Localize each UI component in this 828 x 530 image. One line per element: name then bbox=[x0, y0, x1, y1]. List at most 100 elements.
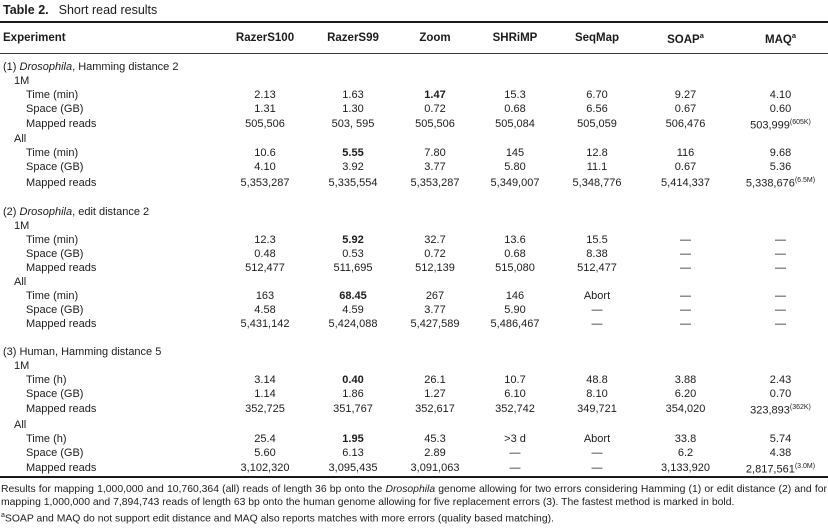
section-title-row: (3) Human, Hamming distance 5 bbox=[0, 345, 828, 359]
data-cell: 349,721 bbox=[577, 403, 617, 416]
text-run: genome allowing for two errors consideri… bbox=[1, 484, 827, 509]
column-header-soap: SOAPa bbox=[638, 22, 733, 54]
row-label: Time (min) bbox=[26, 88, 79, 101]
table-row: Mapped reads 512,477 511,695 512,139 515,080… bbox=[0, 261, 828, 275]
section-spacer-cell bbox=[0, 191, 828, 205]
data-cell: — bbox=[591, 304, 603, 317]
column-header-maq: MAQa bbox=[733, 22, 828, 54]
data-cell: 2.89 bbox=[424, 446, 446, 459]
data-cell: 503,999(605K) bbox=[733, 116, 828, 133]
data-cell: 6.13 bbox=[342, 446, 364, 459]
data-cell: >3 d bbox=[504, 432, 526, 445]
text-run: (1) bbox=[3, 60, 20, 73]
table-caption-label: Table 2. bbox=[3, 3, 49, 17]
table-footnotes: Results for mapping 1,000,000 and 10,760… bbox=[0, 483, 828, 525]
table-row: Space (GB) 4.58 4.59 3.77 5.90 — — — bbox=[0, 303, 828, 317]
data-cell: 3.77 bbox=[424, 304, 446, 317]
data-cell: 10.7 bbox=[504, 374, 526, 387]
column-header-superscript: a bbox=[791, 31, 796, 40]
data-cell: 1.47 bbox=[396, 88, 474, 102]
data-cell: 5,424,088 bbox=[328, 318, 378, 331]
data-cell: 0.72 bbox=[424, 248, 446, 261]
data-cell: 4.38 bbox=[769, 446, 792, 459]
table-row: Mapped reads 3,102,320 3,095,435 3,091,063 —… bbox=[0, 460, 828, 478]
data-cell: 6.10 bbox=[504, 388, 526, 401]
table-row: Time (h) 25.4 1.95 45.3 >3 d Abort 33.8 5.74 bbox=[0, 432, 828, 446]
fastest-value: 5.92 bbox=[342, 234, 364, 247]
row-label: Time (min) bbox=[26, 234, 79, 247]
table-caption: Table 2. Short read results bbox=[0, 0, 828, 21]
data-cell: 3,102,320 bbox=[240, 462, 290, 475]
data-cell: 3,095,435 bbox=[328, 462, 378, 475]
table-row: Mapped reads 5,353,287 5,335,554 5,353,287 5… bbox=[0, 174, 828, 191]
section-spacer bbox=[0, 331, 828, 345]
data-cell: 5,486,467 bbox=[490, 318, 540, 331]
data-cell: 506,476 bbox=[665, 118, 706, 131]
table-row: Space (GB) 0.48 0.53 0.72 0.68 8.38 — — bbox=[0, 247, 828, 261]
data-cell: 5,353,287 bbox=[240, 176, 290, 189]
data-cell: 116 bbox=[676, 147, 695, 160]
data-cell: 512,139 bbox=[415, 262, 455, 275]
section-title: (3) Human, Hamming distance 5 bbox=[0, 345, 828, 359]
row-label: Mapped reads bbox=[26, 262, 97, 275]
group-label: 1M bbox=[14, 220, 30, 233]
data-cell: 5,431,142 bbox=[240, 318, 290, 331]
data-cell: 352,725 bbox=[245, 403, 285, 416]
group-row-1m: 1M bbox=[0, 74, 828, 88]
data-cell: 6.70 bbox=[586, 88, 608, 101]
row-label: Mapped reads bbox=[26, 176, 97, 189]
fastest-value: 1.47 bbox=[424, 88, 446, 101]
data-cell: 25.4 bbox=[254, 432, 276, 445]
data-cell: 3.92 bbox=[342, 161, 364, 174]
row-label: Time (h) bbox=[26, 374, 67, 387]
data-cell: 4.58 bbox=[254, 304, 276, 317]
data-cell: 352,617 bbox=[415, 403, 455, 416]
data-cell: 512,477 bbox=[577, 262, 617, 275]
row-label: Mapped reads bbox=[26, 118, 97, 131]
table-body: (1) Drosophila, Hamming distance 2 1M Time… bbox=[0, 53, 828, 477]
row-label: Space (GB) bbox=[26, 304, 84, 317]
data-cell: 5,427,589 bbox=[410, 318, 460, 331]
data-cell: 0.53 bbox=[342, 248, 364, 261]
data-cell: 68.45 bbox=[310, 289, 396, 303]
data-cell: 1.95 bbox=[310, 432, 396, 446]
data-cell: 45.3 bbox=[424, 432, 446, 445]
short-read-results-table: Experiment RazerS100 RazerS99 Zoom SHRiMP Seq… bbox=[0, 21, 828, 479]
data-cell: 1.63 bbox=[342, 88, 364, 101]
data-cell: 351,767 bbox=[333, 403, 373, 416]
data-cell: 1.27 bbox=[424, 388, 446, 401]
data-cell: 146 bbox=[505, 290, 525, 303]
data-cell: 4.10 bbox=[254, 161, 276, 174]
column-header-razers100: RazerS100 bbox=[220, 22, 310, 54]
value-superscript: (362K) bbox=[789, 404, 811, 412]
section-spacer bbox=[0, 191, 828, 205]
data-cell: 11.1 bbox=[586, 161, 608, 174]
data-cell: 3.14 bbox=[254, 374, 276, 387]
group-label: 1M bbox=[14, 360, 30, 373]
data-cell: 354,020 bbox=[665, 403, 706, 416]
data-cell: 15.5 bbox=[586, 234, 608, 247]
data-cell: 33.8 bbox=[674, 432, 697, 445]
row-label: Space (GB) bbox=[26, 446, 84, 459]
value: 5,338,676 bbox=[745, 178, 795, 191]
row-label: Mapped reads bbox=[26, 318, 97, 331]
value-superscript: (3.0M) bbox=[794, 462, 816, 470]
data-cell: 505,084 bbox=[495, 118, 535, 131]
fastest-value: 5.55 bbox=[342, 147, 364, 160]
section-spacer-cell bbox=[0, 331, 828, 345]
group-row-1m: 1M bbox=[0, 359, 828, 373]
data-cell: — bbox=[775, 248, 786, 261]
row-label: Space (GB) bbox=[26, 102, 84, 115]
table-row: Mapped reads 5,431,142 5,424,088 5,427,589 5… bbox=[0, 317, 828, 331]
data-cell: 9.27 bbox=[674, 88, 697, 101]
text-run: , Hamming distance 2 bbox=[72, 60, 179, 73]
data-cell: 515,080 bbox=[495, 262, 535, 275]
data-cell: 5,335,554 bbox=[328, 176, 378, 189]
column-header-experiment: Experiment bbox=[0, 22, 220, 54]
data-cell: 15.3 bbox=[504, 88, 526, 101]
fastest-value: 68.45 bbox=[339, 290, 367, 303]
table-row: Space (GB) 5.60 6.13 2.89 — — 6.2 4.38 bbox=[0, 446, 828, 460]
data-cell: 12.8 bbox=[586, 147, 608, 160]
data-cell: 8.38 bbox=[586, 248, 608, 261]
data-cell: 5.60 bbox=[254, 446, 276, 459]
